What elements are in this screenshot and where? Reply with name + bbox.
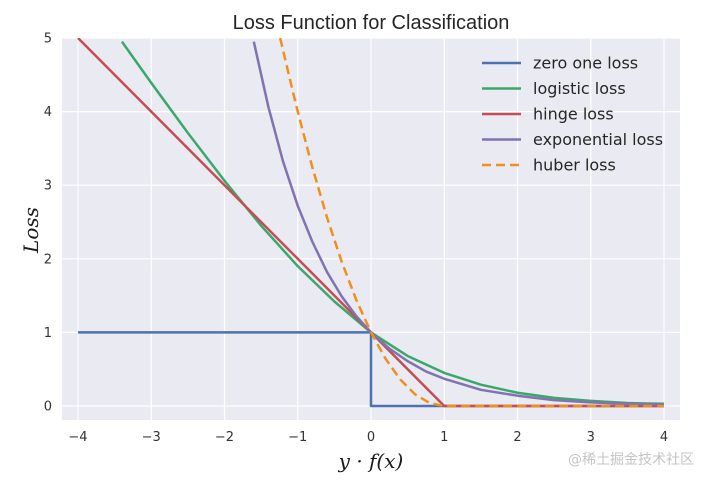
y-tick-label: 0 xyxy=(44,400,52,415)
x-tick-label: 0 xyxy=(367,430,375,445)
x-tick-label: 2 xyxy=(513,430,521,445)
y-axis-label: Loss xyxy=(19,207,43,254)
series-line-huber-loss xyxy=(278,38,664,408)
x-tick-label: −4 xyxy=(68,430,87,445)
x-tick-label: 3 xyxy=(587,430,595,445)
x-tick-label: −1 xyxy=(288,430,307,445)
x-tick-label: 4 xyxy=(660,430,668,445)
y-tick-label: 2 xyxy=(44,252,52,267)
y-tick-label: 1 xyxy=(44,326,52,341)
series-line-exponential-loss xyxy=(252,41,665,406)
legend-label: logistic loss xyxy=(533,79,626,98)
x-axis-label: y · f(x) xyxy=(338,449,404,473)
x-tick-label: −2 xyxy=(215,430,234,445)
series-line-logistic-loss xyxy=(120,40,665,406)
legend: zero one loss logistic loss hinge loss expo… xyxy=(482,54,663,175)
x-tick-label: −3 xyxy=(142,430,161,445)
y-tick-label: 3 xyxy=(44,179,52,194)
legend-label: huber loss xyxy=(533,156,616,175)
tick-labels: −4 −3 −2 −1 0 1 2 3 4 0 1 2 3 4 5 xyxy=(44,32,668,446)
chart-title: Loss Function for Classification xyxy=(233,12,510,34)
series-lines xyxy=(77,38,665,408)
y-tick-label: 5 xyxy=(44,32,52,47)
legend-label: exponential loss xyxy=(533,130,663,149)
y-tick-label: 4 xyxy=(44,105,52,120)
legend-label: zero one loss xyxy=(533,54,638,73)
watermark-text: @稀土掘金技术社区 xyxy=(568,452,694,468)
x-tick-label: 1 xyxy=(440,430,448,445)
legend-label: hinge loss xyxy=(533,105,614,124)
